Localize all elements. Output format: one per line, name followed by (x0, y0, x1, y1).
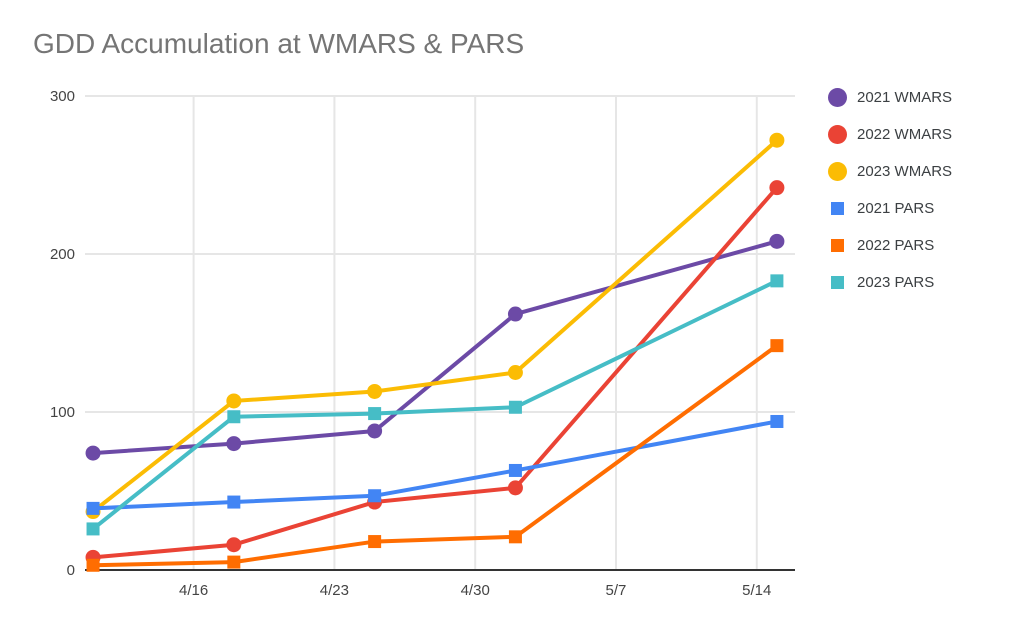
legend-circle-marker-icon (827, 87, 847, 107)
legend: 2021 WMARS 2022 WMARS 2023 WMARS 2021 PARS 2… (827, 87, 952, 309)
data-point-2021-pars-5-15[interactable] (770, 414, 784, 428)
legend-item-label: 2023 WMARS (857, 162, 953, 180)
y-tick-label-100: 100 (50, 404, 75, 421)
data-point-2023-pars-5-15[interactable] (770, 274, 784, 288)
x-tick-label-4/30: 4/30 (461, 582, 490, 599)
legend-item-2023-pars[interactable]: 2023 PARS (827, 272, 952, 292)
legend-item-label: 2021 PARS (857, 199, 935, 217)
legend-marker-slot (827, 124, 847, 144)
data-point-2021-pars-4-18[interactable] (227, 495, 241, 509)
legend-item-2021-wmars[interactable]: 2021 WMARS (827, 87, 952, 107)
legend-marker-slot (827, 235, 847, 255)
data-point-2022-pars-5-15[interactable] (770, 339, 784, 353)
legend-square-marker-icon (830, 238, 844, 252)
legend-marker-slot (827, 161, 847, 181)
data-point-2023-wmars-5-2[interactable] (507, 365, 523, 380)
data-point-2022-pars-4-18[interactable] (227, 555, 241, 569)
data-point-2023-pars-5-2[interactable] (508, 400, 522, 414)
legend-marker-slot (827, 272, 847, 292)
legend-item-label: 2021 WMARS (857, 88, 953, 106)
data-point-2021-wmars-4-11[interactable] (85, 445, 101, 461)
data-point-2022-wmars-5-15[interactable] (769, 180, 785, 196)
data-point-2021-wmars-5-2[interactable] (507, 306, 523, 322)
x-tick-label-4/16: 4/16 (179, 582, 208, 599)
data-point-2023-pars-4-25[interactable] (368, 407, 382, 421)
legend-item-2022-pars[interactable]: 2022 PARS (827, 235, 952, 255)
data-point-2022-wmars-4-18[interactable] (226, 537, 242, 553)
legend-square-marker-icon (830, 275, 844, 289)
legend-circle-marker-icon (827, 124, 847, 144)
data-point-2023-wmars-4-25[interactable] (367, 383, 383, 399)
data-point-2023-wmars-5-15[interactable] (769, 132, 785, 148)
legend-item-label: 2022 PARS (857, 236, 935, 254)
series-line-2023-pars (91, 279, 778, 531)
data-point-2023-wmars-4-18[interactable] (226, 393, 242, 409)
chart-title: GDD Accumulation at WMARS & PARS (33, 28, 525, 59)
data-point-2022-pars-4-11[interactable] (86, 558, 100, 572)
y-tick-label-0: 0 (67, 562, 75, 579)
legend-marker-slot (827, 87, 847, 107)
data-point-2021-pars-5-2[interactable] (508, 463, 522, 477)
legend-circle-marker-icon (827, 161, 847, 181)
y-tick-label-300: 300 (50, 88, 75, 105)
data-point-2021-wmars-4-18[interactable] (226, 436, 242, 452)
data-point-2023-pars-4-18[interactable] (227, 410, 241, 424)
data-point-2021-pars-4-25[interactable] (368, 489, 382, 503)
data-point-2021-wmars-5-15[interactable] (769, 233, 785, 249)
legend-square-marker-icon (830, 201, 844, 215)
legend-item-2022-wmars[interactable]: 2022 WMARS (827, 124, 952, 144)
legend-item-2021-pars[interactable]: 2021 PARS (827, 198, 952, 218)
data-point-2022-wmars-5-2[interactable] (507, 480, 523, 496)
x-tick-label-5/7: 5/7 (606, 582, 627, 599)
y-tick-label-200: 200 (50, 246, 75, 263)
legend-item-label: 2022 WMARS (857, 125, 953, 143)
series-line-2023-wmars (91, 138, 779, 514)
data-point-2021-wmars-4-25[interactable] (367, 423, 383, 439)
data-point-2021-pars-4-11[interactable] (86, 501, 100, 515)
x-tick-label-4/23: 4/23 (320, 582, 349, 599)
data-point-2022-pars-5-2[interactable] (508, 530, 522, 544)
data-point-2023-pars-4-11[interactable] (86, 522, 100, 536)
data-point-2022-pars-4-25[interactable] (368, 535, 382, 549)
legend-item-label: 2023 PARS (857, 273, 935, 291)
legend-item-2023-wmars[interactable]: 2023 WMARS (827, 161, 952, 181)
legend-marker-slot (827, 198, 847, 218)
x-tick-label-5/14: 5/14 (742, 582, 771, 599)
